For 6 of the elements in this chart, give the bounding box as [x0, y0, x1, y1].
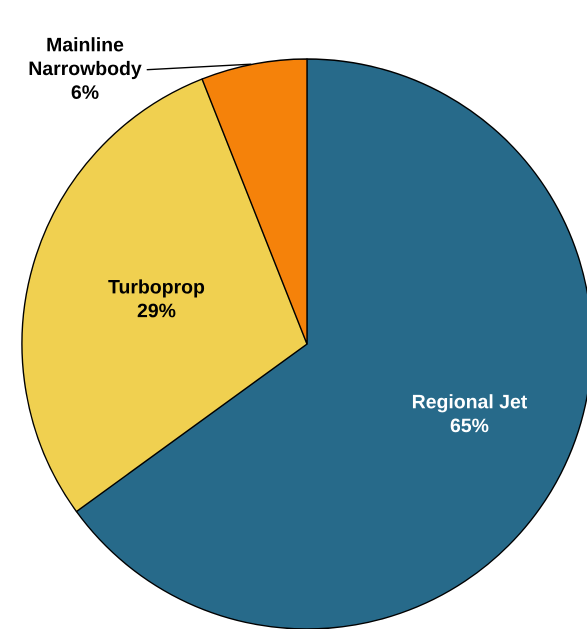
slice-label: Mainline Narrowbody: [30, 37, 142, 80]
slice-label: Turboprop: [108, 279, 204, 298]
data-label: 65%: [450, 418, 488, 432]
slice-label: Regional Jet: [412, 394, 528, 412]
data-label: 6%: [72, 85, 99, 99]
data-label: 29%: [138, 304, 176, 318]
